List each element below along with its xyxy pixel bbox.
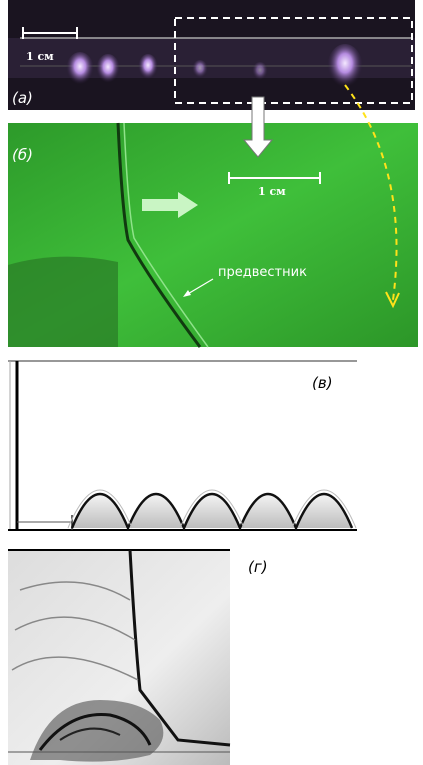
- panel-label: (в): [312, 374, 333, 392]
- panel-label: (б): [12, 146, 33, 164]
- annotation: предвестник: [218, 265, 307, 280]
- panel-label: (а): [12, 89, 33, 107]
- scale-bar-label: 1 см: [258, 185, 286, 198]
- panel-d: (г): [8, 550, 268, 765]
- panel-a: 1 см (а): [8, 0, 415, 110]
- panel-label: (г): [248, 558, 268, 576]
- figure: 1 см (а) (б) 1 см предвестник (в): [0, 0, 423, 765]
- panel-b: (б) 1 см предвестник: [8, 123, 418, 347]
- scale-bar-label: 1 см: [26, 50, 54, 63]
- panel-c: (в): [8, 361, 357, 530]
